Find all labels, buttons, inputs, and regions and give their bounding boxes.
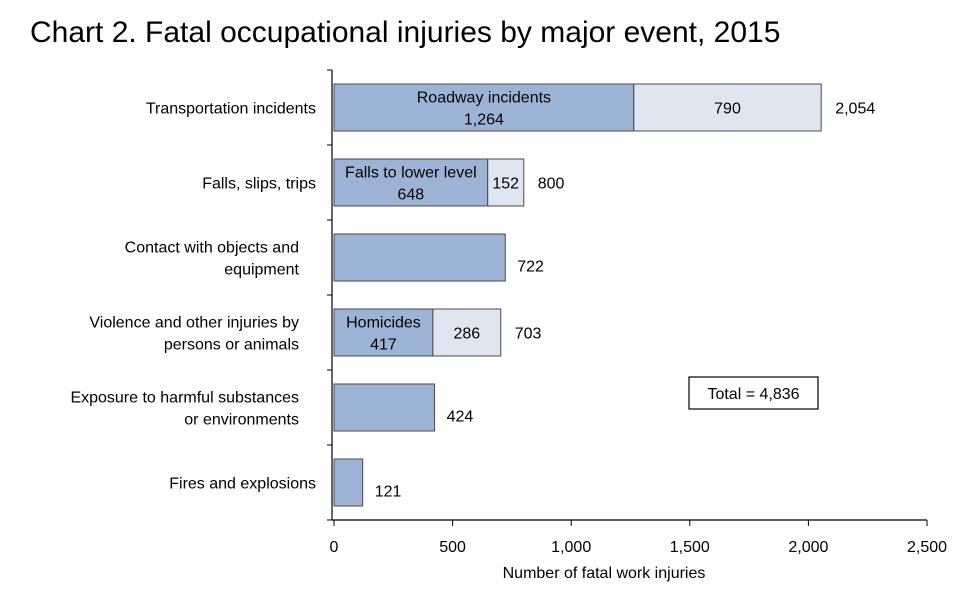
total-annotation-text: Total = 4,836 <box>707 386 799 403</box>
x-tick-label: 500 <box>439 539 466 556</box>
bar-segment <box>333 383 436 432</box>
bar-segment-label: Falls to lower level <box>345 165 477 182</box>
bar-segment <box>333 308 434 357</box>
bar-segment-label: Homicides <box>346 315 421 332</box>
total-annotation: Total = 4,836 <box>688 376 819 410</box>
bar-segment <box>633 83 822 132</box>
bar-total-label: 703 <box>515 326 542 343</box>
plot-area: 0 500 1,000 1,500 2,000 2,500 Transportation i… <box>70 69 947 556</box>
bar-segment-label: 417 <box>370 337 397 354</box>
bar-segment <box>333 158 489 207</box>
bar-segment-label: 790 <box>714 101 741 118</box>
bar-total-label: 722 <box>517 259 544 276</box>
x-tick-label: 1,500 <box>670 539 710 556</box>
category-label: Transportation incidents <box>146 101 316 118</box>
category-label: equipment <box>224 262 299 279</box>
category-label: persons or animals <box>164 337 299 354</box>
category-label: or environments <box>184 412 299 429</box>
bar-total-label: 121 <box>375 484 402 501</box>
bar-segment <box>333 83 635 132</box>
bar-segment-label: 648 <box>398 187 425 204</box>
bar-segment <box>333 458 364 507</box>
x-tick-label: 1,000 <box>551 539 591 556</box>
x-axis-title: Number of fatal work injuries <box>503 565 706 582</box>
x-tick-label: 2,000 <box>788 539 828 556</box>
category-label: Violence and other injuries by <box>89 315 299 332</box>
bar-total-label: 800 <box>538 176 565 193</box>
bar-segment <box>333 233 506 282</box>
category-label: Fires and explosions <box>169 476 316 493</box>
bar-segment-label: 1,264 <box>464 112 504 129</box>
x-tick-label: 0 <box>330 539 339 556</box>
category-label: Falls, slips, trips <box>202 176 316 193</box>
total-annotation-box <box>688 376 819 410</box>
bar-total-label: 2,054 <box>835 101 875 118</box>
bar-segment <box>487 158 525 207</box>
bar-segment-label: 286 <box>453 326 480 343</box>
x-tick-label: 2,500 <box>907 539 947 556</box>
bar-total-label: 424 <box>447 409 474 426</box>
bar-segment-label: Roadway incidents <box>417 90 551 107</box>
bar-segment <box>432 308 502 357</box>
chart-title: Chart 2. Fatal occupational injuries by … <box>30 16 780 49</box>
category-label: Contact with objects and <box>125 240 299 257</box>
bar-segment-label: 152 <box>492 176 519 193</box>
category-label: Exposure to harmful substances <box>70 390 299 407</box>
